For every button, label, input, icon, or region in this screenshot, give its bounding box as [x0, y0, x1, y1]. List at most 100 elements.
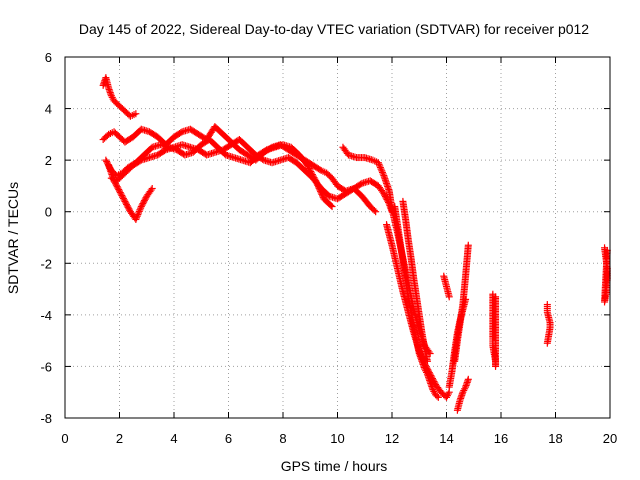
data-point	[132, 110, 140, 118]
data-point	[119, 193, 127, 201]
x-tick-label: 2	[116, 431, 123, 446]
data-point	[135, 207, 143, 215]
y-tick-label: -6	[40, 359, 52, 374]
y-tick-label: 4	[45, 102, 52, 117]
data-point	[123, 200, 131, 208]
data-point	[133, 214, 141, 222]
y-tick-label: -2	[40, 256, 52, 271]
data-point	[461, 385, 469, 393]
data-point	[102, 156, 110, 164]
data-point	[372, 208, 380, 216]
data-point	[374, 159, 382, 167]
data-point	[147, 186, 155, 194]
data-point	[122, 199, 130, 207]
data-point	[148, 185, 156, 193]
x-tick-label: 14	[439, 431, 453, 446]
data-point	[125, 205, 133, 213]
data-point	[316, 166, 324, 174]
data-point	[444, 390, 452, 398]
x-tick-label: 12	[385, 431, 399, 446]
x-tick-label: 10	[330, 431, 344, 446]
data-point	[121, 197, 129, 205]
data-point	[136, 206, 144, 214]
x-tick-label: 4	[170, 431, 177, 446]
data-point	[116, 187, 123, 195]
data-point	[120, 196, 128, 204]
y-tick-label: 6	[45, 50, 52, 65]
data-point	[423, 357, 431, 365]
data-point	[378, 168, 386, 176]
x-tick-labels: 0 2 4 6 8 10 12 14 16 18 20	[61, 431, 617, 446]
plot-frame	[64, 56, 611, 419]
y-tick-label: -4	[40, 308, 52, 323]
data-point	[434, 393, 442, 401]
grid-lines	[65, 57, 610, 418]
x-tick-label: 6	[225, 431, 232, 446]
chart-title: Day 145 of 2022, Sidereal Day-to-day VTE…	[79, 21, 589, 37]
data-point	[377, 165, 385, 173]
data-point	[103, 158, 111, 166]
data-point	[115, 186, 123, 194]
data-point	[445, 293, 453, 301]
data-point	[135, 209, 143, 217]
data-point	[132, 215, 140, 223]
data-point	[114, 184, 122, 192]
data-point	[136, 157, 144, 165]
data-point	[376, 162, 384, 170]
y-tick-label: -8	[40, 411, 52, 426]
data-point	[492, 293, 500, 301]
data-point	[113, 183, 121, 191]
data-points	[99, 74, 611, 414]
x-tick-label: 8	[279, 431, 286, 446]
data-point	[117, 190, 125, 198]
data-point	[118, 192, 126, 200]
data-point	[140, 197, 148, 205]
y-tick-labels: -8 -6 -4 -2 0 2 4 6	[40, 50, 52, 426]
data-point	[462, 295, 470, 303]
data-point	[304, 161, 312, 169]
data-point	[379, 170, 387, 178]
data-point	[123, 202, 131, 210]
data-point	[133, 212, 141, 220]
data-point	[327, 201, 335, 209]
data-point	[124, 203, 132, 211]
data-point	[259, 155, 267, 163]
data-point	[433, 392, 441, 400]
data-point	[139, 200, 147, 208]
data-point	[116, 189, 124, 197]
data-point	[370, 206, 378, 214]
data-point	[177, 129, 185, 137]
data-point	[464, 241, 472, 249]
data-point	[357, 180, 365, 188]
x-axis-label: GPS time / hours	[281, 458, 388, 474]
y-tick-label: 0	[45, 205, 52, 220]
data-point	[138, 201, 146, 209]
data-point	[119, 194, 127, 202]
x-tick-label: 20	[603, 431, 617, 446]
y-axis-label: SDTVAR / TECUs	[5, 182, 21, 294]
data-point	[381, 193, 389, 201]
data-point	[141, 195, 149, 203]
x-tick-label: 18	[548, 431, 562, 446]
data-point	[376, 164, 384, 172]
data-point	[134, 211, 142, 219]
data-point	[328, 203, 336, 211]
data-point	[130, 111, 138, 119]
data-point	[140, 198, 148, 206]
data-point	[378, 167, 386, 175]
data-point	[380, 190, 388, 198]
data-point	[261, 147, 269, 155]
data-point	[423, 368, 431, 376]
data-point	[112, 180, 120, 188]
data-point	[137, 204, 145, 212]
data-point	[375, 160, 383, 168]
data-point	[160, 147, 168, 155]
x-tick-label: 16	[494, 431, 508, 446]
data-point	[464, 375, 472, 383]
data-point	[304, 163, 312, 171]
data-point	[137, 203, 145, 211]
y-tick-label: 2	[45, 153, 52, 168]
x-tick-label: 0	[61, 431, 68, 446]
data-point	[381, 191, 389, 199]
